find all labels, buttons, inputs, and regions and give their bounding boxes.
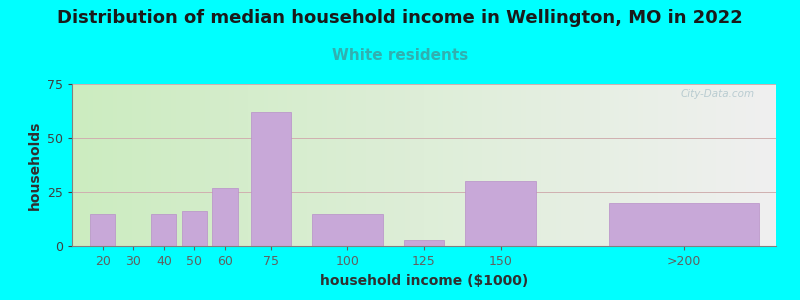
- Text: City-Data.com: City-Data.com: [681, 89, 755, 99]
- Bar: [182, 212, 207, 246]
- Text: White residents: White residents: [332, 48, 468, 63]
- Bar: [465, 181, 536, 246]
- Y-axis label: households: households: [27, 120, 42, 210]
- Bar: [609, 203, 759, 246]
- Bar: [151, 214, 176, 246]
- Bar: [404, 239, 444, 246]
- Bar: [250, 112, 291, 246]
- Bar: [213, 188, 238, 246]
- Bar: [312, 214, 383, 246]
- Text: Distribution of median household income in Wellington, MO in 2022: Distribution of median household income …: [57, 9, 743, 27]
- X-axis label: household income ($1000): household income ($1000): [320, 274, 528, 288]
- Bar: [90, 214, 115, 246]
